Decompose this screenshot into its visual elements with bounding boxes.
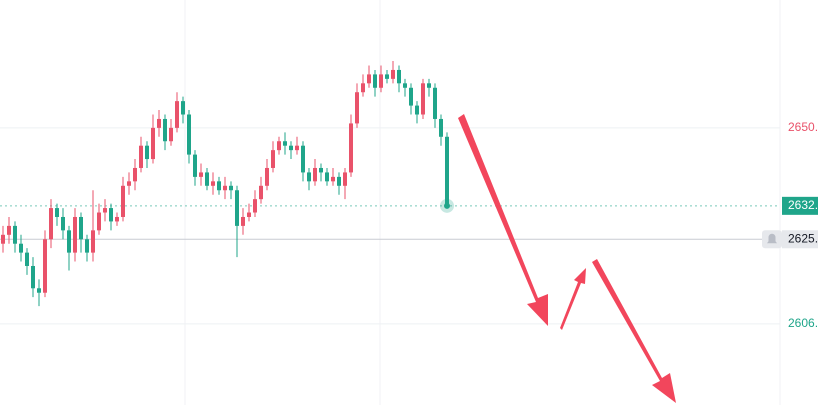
candle-body: [211, 181, 215, 186]
candle-body: [61, 216, 65, 231]
candle-body: [379, 74, 383, 88]
candle-body: [313, 167, 317, 182]
candle-body: [175, 101, 179, 128]
candle-body: [295, 145, 299, 151]
candle-body: [397, 69, 401, 84]
candle-body: [229, 185, 233, 191]
candle-body: [247, 212, 251, 217]
candle-body: [427, 83, 431, 88]
candle-body: [43, 239, 47, 293]
candle-body: [301, 145, 305, 173]
candle-body: [355, 92, 359, 124]
candle-body: [37, 288, 41, 293]
arrow: [592, 259, 676, 403]
candle-body: [181, 101, 185, 115]
candle-body: [31, 265, 35, 289]
candle-body: [103, 208, 107, 213]
arrow: [458, 114, 548, 326]
candle-body: [283, 141, 287, 146]
candle-body: [169, 127, 173, 142]
candle-body: [277, 141, 281, 151]
candle-body: [13, 225, 17, 244]
candle-body: [343, 172, 347, 186]
candle-body: [109, 208, 113, 222]
plot: 2650. 2606. 2625. 2632.: [0, 61, 818, 330]
candle-body: [235, 190, 239, 226]
candle-body: [289, 145, 293, 151]
candle-body: [79, 216, 83, 240]
candle-body: [373, 74, 377, 88]
candle-body: [25, 252, 29, 266]
annotation-arrows: [458, 114, 676, 403]
candle-body: [361, 83, 365, 93]
candle-body: [403, 83, 407, 88]
candle-body: [19, 243, 23, 253]
candle-body: [253, 199, 257, 213]
candle-body: [217, 181, 221, 191]
candle-body: [55, 208, 59, 217]
candle-body: [433, 87, 437, 119]
last-price-badge: [782, 196, 818, 215]
candle-body: [187, 114, 191, 155]
candle-body: [205, 172, 209, 186]
candle-body: [259, 185, 263, 200]
candle-body: [1, 234, 5, 244]
candle-body: [421, 83, 425, 115]
bell-icon: [767, 233, 777, 244]
candle-body: [439, 118, 443, 137]
candle-body: [97, 212, 101, 231]
candle-body: [121, 185, 125, 217]
candle-body: [199, 172, 203, 177]
candle-body: [223, 185, 227, 191]
candle-body: [445, 136, 449, 206]
candle-body: [139, 145, 143, 168]
candle-body: [337, 176, 341, 186]
candle-body: [307, 172, 311, 182]
candle-body: [67, 230, 71, 253]
candle-body: [133, 167, 137, 182]
candle-body: [415, 105, 419, 115]
candle-body: [385, 74, 389, 79]
candle-body: [331, 176, 335, 182]
candle-body: [409, 87, 413, 106]
candle-body: [319, 167, 323, 173]
arrow: [560, 268, 586, 330]
reference-label: 2625.: [788, 231, 818, 245]
candle-body: [115, 216, 119, 222]
candle-body: [367, 74, 371, 84]
candle-body: [145, 145, 149, 160]
candle-body: [7, 225, 11, 235]
last-price-dot: [444, 202, 450, 209]
candle-body: [127, 181, 131, 186]
candle-body: [265, 167, 269, 186]
candle-body: [325, 172, 329, 182]
candle-body: [73, 216, 77, 253]
candle-body: [49, 208, 53, 240]
y-tick-label: 2650.: [788, 120, 818, 134]
candle-body: [151, 127, 155, 160]
y-tick-label: 2606.: [788, 316, 818, 330]
candle-body: [163, 118, 167, 142]
candle-body: [85, 239, 89, 253]
candle-body: [271, 150, 275, 168]
candle-body: [391, 69, 395, 79]
candle-body: [241, 216, 245, 226]
candle-body: [193, 154, 197, 177]
reference-label-bg: [782, 230, 818, 249]
last-price-label: 2632.: [788, 198, 818, 212]
candle-body: [349, 123, 353, 173]
candle-body: [157, 118, 161, 128]
candle-body: [91, 230, 95, 253]
